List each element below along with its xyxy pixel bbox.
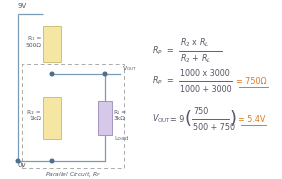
Text: (: (	[185, 110, 192, 128]
Bar	[98, 100, 112, 134]
Text: = 750Ω: = 750Ω	[236, 76, 266, 86]
Text: Load: Load	[114, 137, 129, 142]
Text: $R_2$ x $R_L$: $R_2$ x $R_L$	[180, 37, 210, 49]
Text: ): )	[230, 110, 237, 128]
Text: $R_P$: $R_P$	[152, 75, 163, 87]
Text: R₁ =
500Ω: R₁ = 500Ω	[25, 36, 41, 48]
Text: Parallel Circuit, R$_P$: Parallel Circuit, R$_P$	[45, 170, 101, 179]
Circle shape	[103, 72, 107, 76]
Text: =: =	[166, 76, 173, 86]
Text: $V_{\mathrm{OUT}}$: $V_{\mathrm{OUT}}$	[152, 113, 171, 125]
Bar	[43, 96, 61, 139]
Bar	[22, 64, 124, 168]
Text: Rₗ =
3kΩ: Rₗ = 3kΩ	[114, 110, 126, 122]
Text: 9V: 9V	[17, 3, 26, 9]
Text: = 9: = 9	[170, 115, 184, 124]
Text: R₂ =
1kΩ: R₂ = 1kΩ	[27, 110, 41, 122]
Text: 750: 750	[193, 107, 208, 115]
Text: =: =	[166, 47, 173, 55]
Text: = 5.4V: = 5.4V	[238, 115, 265, 124]
Circle shape	[50, 72, 54, 76]
Text: 0v: 0v	[17, 162, 26, 168]
Circle shape	[16, 159, 20, 163]
Text: $R_2$ + $R_L$: $R_2$ + $R_L$	[180, 53, 212, 65]
Circle shape	[50, 159, 54, 163]
Text: 500 + 750: 500 + 750	[193, 122, 235, 132]
Text: 1000 + 3000: 1000 + 3000	[180, 84, 232, 93]
Text: V$_{\mathrm{OUT}}$: V$_{\mathrm{OUT}}$	[122, 64, 137, 73]
Bar	[43, 26, 61, 62]
Text: $R_P$: $R_P$	[152, 45, 163, 57]
Text: 1000 x 3000: 1000 x 3000	[180, 69, 230, 78]
